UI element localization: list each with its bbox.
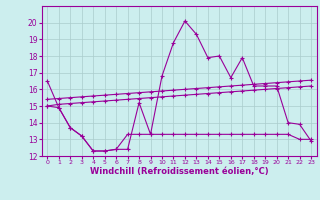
X-axis label: Windchill (Refroidissement éolien,°C): Windchill (Refroidissement éolien,°C) (90, 167, 268, 176)
